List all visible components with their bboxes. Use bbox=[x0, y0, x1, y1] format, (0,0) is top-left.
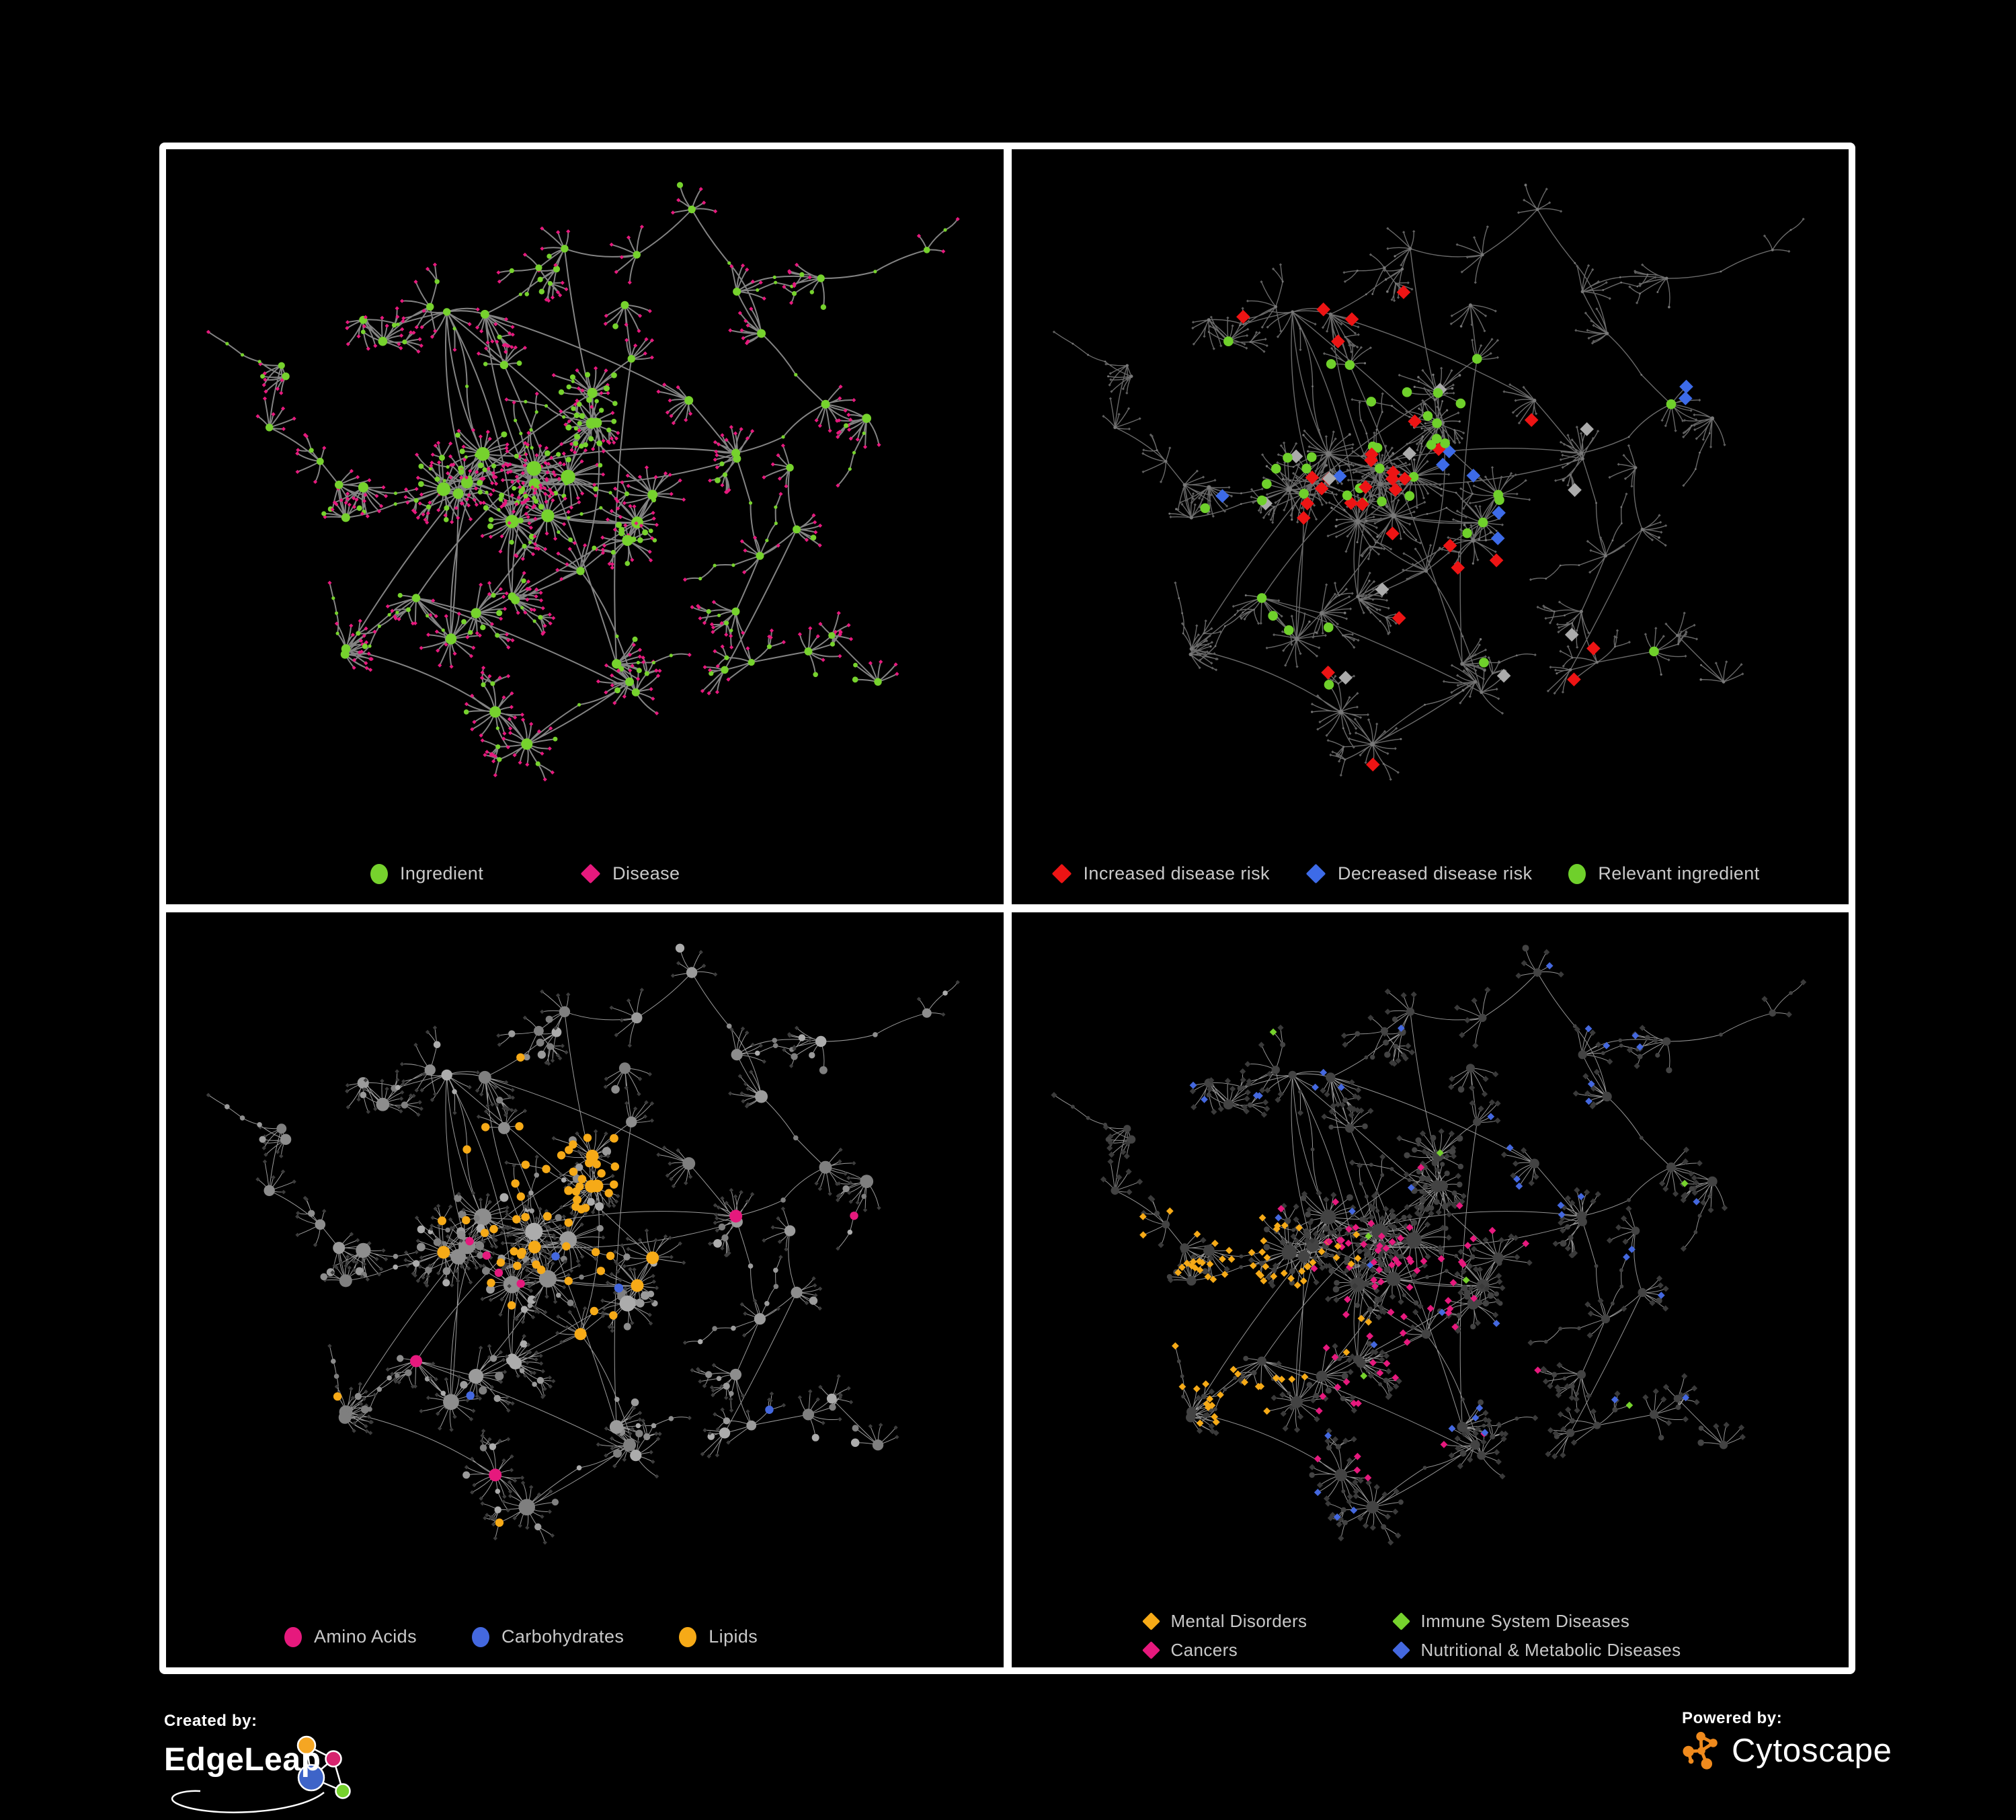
legend-label: Amino Acids bbox=[314, 1626, 417, 1647]
network-ingredient-disease bbox=[206, 182, 960, 782]
legend-item: Ingredient bbox=[370, 863, 483, 884]
network-disease-risk bbox=[1052, 184, 1805, 781]
legend-item: Nutritional & Metabolic Diseases bbox=[1392, 1640, 1849, 1661]
panel-ingredient-disease: Ingredient Disease bbox=[166, 149, 1004, 904]
legend-item: Mental Disorders bbox=[1141, 1611, 1392, 1632]
legend-label: Carbohydrates bbox=[501, 1626, 624, 1647]
carbohydrates-swatch-icon bbox=[471, 1626, 489, 1647]
mental-disorders-swatch-icon bbox=[1141, 1612, 1160, 1630]
created-by: Created by: EdgeLeap bbox=[164, 1712, 393, 1813]
legend-item: Decreased disease risk bbox=[1305, 863, 1533, 884]
legend-item: Amino Acids bbox=[284, 1626, 417, 1647]
cytoscape-wordmark: Cytoscape bbox=[1732, 1733, 1892, 1769]
legend-label: Ingredient bbox=[400, 863, 484, 883]
legend-label: Relevant ingredient bbox=[1598, 863, 1760, 883]
edgeleap-logo-icon bbox=[171, 1735, 351, 1813]
edgeleap-wordmark: EdgeLeap bbox=[164, 1742, 321, 1778]
legend-item: Cancers bbox=[1141, 1640, 1392, 1661]
panel-nutrient-classes: Amino Acids Carbohydrates Lipids bbox=[166, 912, 1004, 1667]
relevant-ingredient-swatch-icon bbox=[1568, 863, 1586, 884]
legend-item: Disease bbox=[580, 863, 680, 884]
powered-by: Powered by: Cytoscape bbox=[1682, 1709, 1892, 1772]
powered-by-label: Powered by: bbox=[1682, 1709, 1783, 1727]
nutritional-metabolic-swatch-icon bbox=[1392, 1641, 1410, 1659]
legend-item: Relevant ingredient bbox=[1568, 863, 1759, 884]
cancers-swatch-icon bbox=[1141, 1641, 1160, 1659]
panel-disease-risk: Increased disease risk Decreased disease… bbox=[1011, 149, 1849, 904]
legend-label: Decreased disease risk bbox=[1337, 863, 1533, 883]
legend-label: Increased disease risk bbox=[1083, 863, 1270, 883]
lipids-swatch-icon bbox=[679, 1626, 697, 1647]
panel-disease-categories: Mental Disorders Immune System Diseases … bbox=[1011, 912, 1849, 1667]
network-nutrient-classes bbox=[206, 943, 960, 1545]
panel-grid: Ingredient Disease Increased disease ris… bbox=[159, 143, 1855, 1674]
legend-nutrient-classes: Amino Acids Carbohydrates Lipids bbox=[166, 1626, 1004, 1647]
legend-item: Immune System Diseases bbox=[1392, 1611, 1849, 1632]
cytoscape-logo-icon bbox=[1683, 1731, 1718, 1770]
legend-label: Cancers bbox=[1170, 1640, 1238, 1660]
legend-ingredient-disease: Ingredient Disease bbox=[166, 863, 1004, 884]
legend-item: Carbohydrates bbox=[471, 1626, 624, 1647]
legend-item: Lipids bbox=[679, 1626, 758, 1647]
disease-swatch-icon bbox=[580, 863, 601, 884]
ingredient-swatch-icon bbox=[370, 863, 388, 884]
decreased-risk-swatch-icon bbox=[1305, 863, 1326, 884]
edgeleap-brand: EdgeLeap bbox=[164, 1733, 393, 1813]
legend-item: Increased disease risk bbox=[1051, 863, 1270, 884]
legend-label: Immune System Diseases bbox=[1420, 1611, 1630, 1631]
legend-label: Nutritional & Metabolic Diseases bbox=[1420, 1640, 1681, 1660]
legend-label: Lipids bbox=[709, 1626, 758, 1647]
increased-risk-swatch-icon bbox=[1051, 863, 1072, 884]
legend-label: Mental Disorders bbox=[1170, 1611, 1307, 1631]
created-by-label: Created by: bbox=[164, 1712, 257, 1730]
legend-label: Disease bbox=[612, 863, 680, 883]
legend-disease-risk: Increased disease risk Decreased disease… bbox=[1012, 863, 1849, 884]
amino-acids-swatch-icon bbox=[284, 1626, 302, 1647]
legend-disease-categories: Mental Disorders Immune System Diseases … bbox=[1012, 1611, 1849, 1661]
immune-diseases-swatch-icon bbox=[1392, 1612, 1410, 1630]
network-disease-categories bbox=[1050, 945, 1806, 1546]
